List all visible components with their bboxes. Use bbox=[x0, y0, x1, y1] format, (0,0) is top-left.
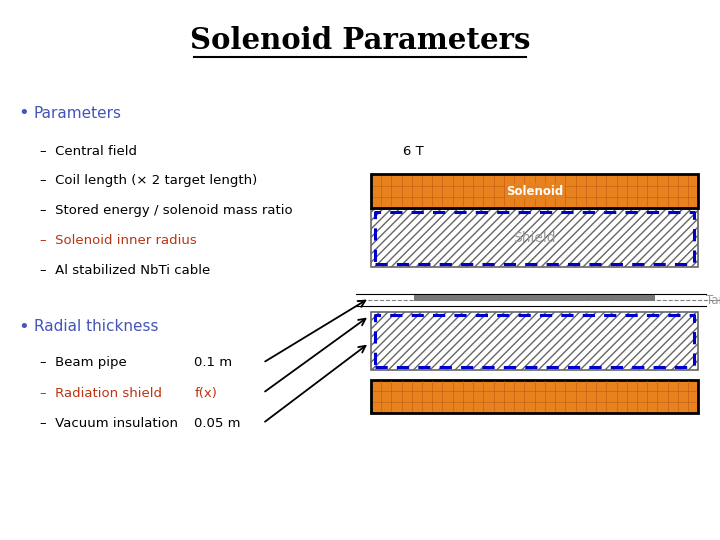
Text: Radial thickness: Radial thickness bbox=[34, 319, 158, 334]
Text: –  Radiation shield: – Radiation shield bbox=[40, 387, 161, 400]
Bar bbox=[371, 380, 698, 413]
Bar bbox=[371, 174, 698, 208]
Text: 0.05 m: 0.05 m bbox=[194, 417, 241, 430]
Text: 6 T: 6 T bbox=[403, 145, 424, 158]
Text: –  Stored energy / solenoid mass ratio: – Stored energy / solenoid mass ratio bbox=[40, 204, 292, 217]
Text: •: • bbox=[18, 318, 29, 336]
Text: •: • bbox=[18, 104, 29, 123]
Text: Shield: Shield bbox=[513, 231, 556, 245]
Text: –  Coil length (× 2 target length): – Coil length (× 2 target length) bbox=[40, 174, 257, 187]
Bar bbox=[414, 295, 655, 301]
Text: –  Vacuum insulation: – Vacuum insulation bbox=[40, 417, 178, 430]
Text: Solenoid: Solenoid bbox=[506, 185, 563, 198]
Text: Target: Target bbox=[706, 294, 720, 307]
Text: f(x): f(x) bbox=[194, 387, 217, 400]
Text: 10 kJ/kg: 10 kJ/kg bbox=[403, 204, 456, 217]
Text: 0.1 m: 0.1 m bbox=[194, 356, 233, 369]
Text: –  Solenoid inner radius: – Solenoid inner radius bbox=[40, 234, 197, 247]
Bar bbox=[371, 312, 698, 370]
Text: Solenoid Parameters: Solenoid Parameters bbox=[190, 26, 530, 55]
Text: –  Al stabilized NbTi cable: – Al stabilized NbTi cable bbox=[40, 264, 210, 276]
Bar bbox=[371, 209, 698, 267]
Text: –  Beam pipe: – Beam pipe bbox=[40, 356, 126, 369]
Text: 1.6 m: 1.6 m bbox=[403, 174, 441, 187]
Text: –  Central field: – Central field bbox=[40, 145, 137, 158]
Text: Solenoid: Solenoid bbox=[506, 185, 563, 198]
Text: Parameters: Parameters bbox=[34, 106, 122, 121]
Text: x: x bbox=[403, 234, 411, 247]
